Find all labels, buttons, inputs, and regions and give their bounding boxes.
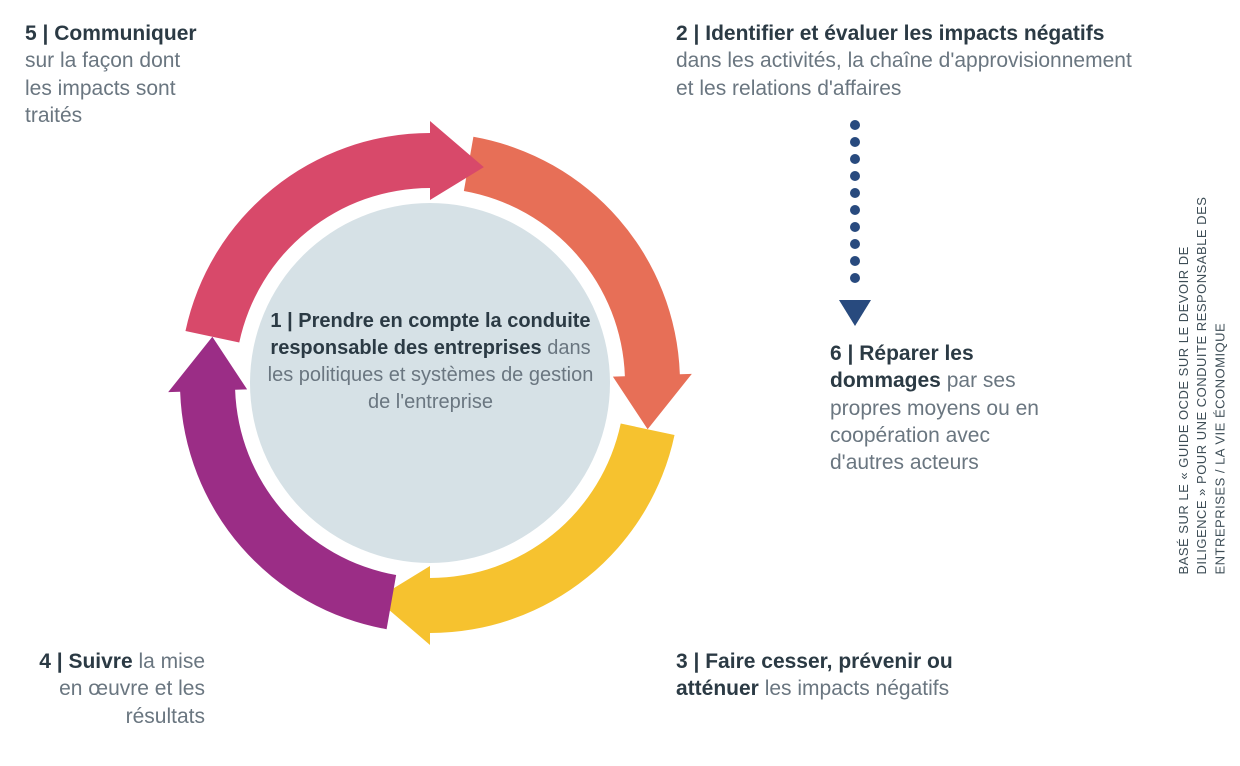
step-6-label: 6 | Réparer les dommages par ses propres…: [830, 340, 1040, 476]
step-5-label: 5 | Communiquer sur la façon dont les im…: [25, 20, 205, 129]
step-2-label: 2 | Identifier et évaluer les impacts né…: [676, 20, 1146, 102]
source-credit: BASÉ SUR LE « GUIDE OCDE SUR LE DEVOIR D…: [1175, 192, 1230, 575]
step-4-label: 4 | Suivre la mise en œuvre et les résul…: [25, 648, 205, 730]
step-1-label: 1 | Prendre en compte la conduite respon…: [258, 308, 603, 416]
step-3-label: 3 | Faire cesser, prévenir ou atténuer l…: [676, 648, 996, 703]
